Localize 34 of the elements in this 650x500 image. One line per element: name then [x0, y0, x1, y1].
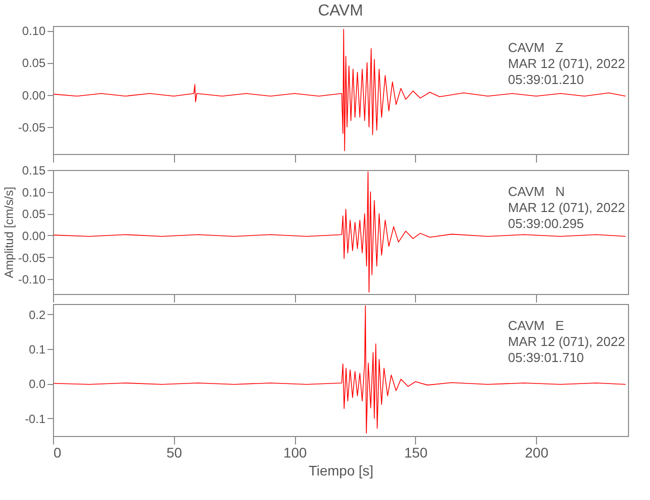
chart-title: CAVM — [318, 2, 364, 20]
y-tick-label: 0.2 — [28, 308, 46, 322]
annotation: MAR 12 (071), 2022 — [508, 56, 626, 71]
x-tick-label: 150 — [404, 444, 428, 460]
y-tick-label: -0.1 — [24, 412, 46, 426]
annotation: CAVM N — [508, 184, 565, 199]
y-tick-label: -0.05 — [18, 250, 46, 265]
y-axis-title: Amplitud [cm/s/s] — [2, 186, 16, 278]
y-tick-label: 0.10 — [22, 185, 46, 200]
x-tick-label: 200 — [525, 444, 549, 460]
y-tick-label: 0.15 — [22, 164, 46, 178]
x-tick-label: 50 — [166, 444, 182, 460]
y-tick-label: 0.05 — [22, 207, 46, 222]
annotation: MAR 12 (071), 2022 — [508, 334, 626, 349]
annotation: 05:39:01.210 — [508, 72, 584, 87]
annotation: MAR 12 (071), 2022 — [508, 200, 626, 215]
annotation: 05:39:01.710 — [508, 350, 584, 365]
annotation: CAVM E — [508, 318, 564, 333]
x-tick-label: 0 — [54, 444, 62, 460]
line-series — [53, 305, 626, 434]
x-axis-title: Tiempo [s] — [308, 462, 374, 478]
y-tick-label: 0.1 — [28, 342, 46, 357]
y-tick-label: 0.00 — [22, 228, 46, 243]
x-tick-label: 100 — [283, 444, 307, 460]
y-tick-label: 0.10 — [22, 24, 46, 38]
annotation: CAVM Z — [508, 40, 564, 55]
y-tick-label: 0.05 — [22, 56, 46, 70]
y-tick-label: 0.00 — [22, 88, 46, 102]
y-tick-label: -0.05 — [18, 120, 46, 134]
y-tick-label: -0.10 — [18, 272, 46, 287]
line-series — [53, 171, 626, 293]
y-tick-label: 0.0 — [28, 377, 46, 392]
annotation: 05:39:00.295 — [508, 216, 584, 231]
line-series — [53, 28, 626, 152]
